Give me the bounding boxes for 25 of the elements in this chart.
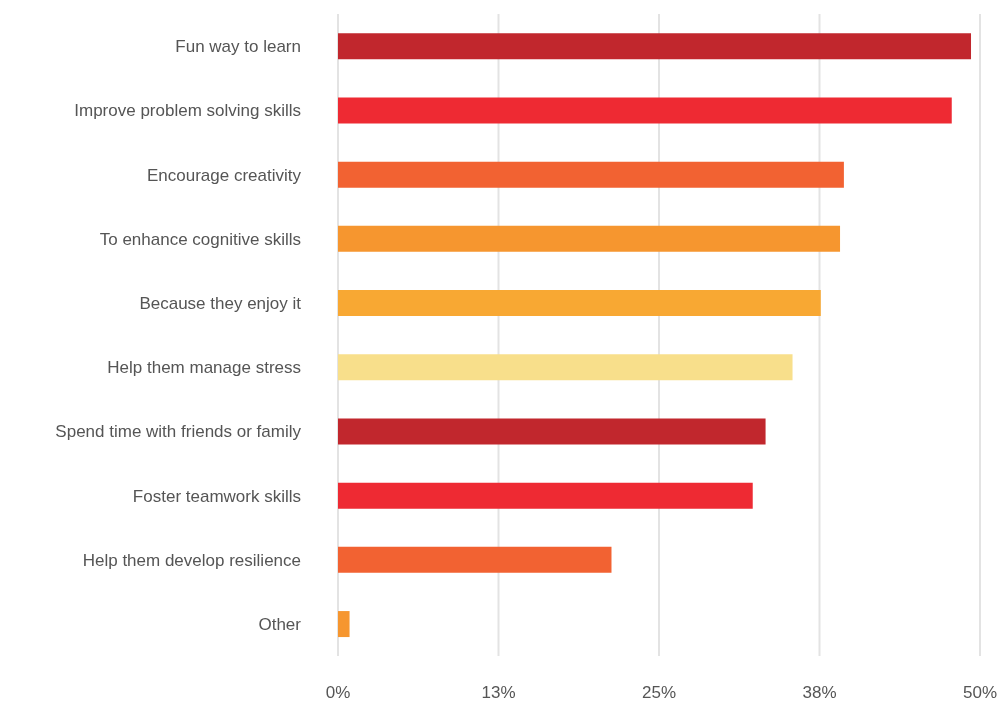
y-tick-label: Fun way to learn <box>175 37 301 57</box>
x-tick-label: 13% <box>481 683 516 703</box>
bar <box>338 290 821 317</box>
bar <box>338 482 753 509</box>
y-tick-label: Other <box>258 614 302 634</box>
bar <box>338 354 793 381</box>
x-tick-label: 0% <box>325 683 351 703</box>
bar <box>338 97 952 124</box>
y-tick-label: Spend time with friends or family <box>55 422 302 442</box>
y-tick-label: Foster teamwork skills <box>132 486 301 506</box>
y-tick-label: Improve problem solving skills <box>74 101 301 121</box>
bar <box>338 418 766 445</box>
y-tick-label: Encourage creativity <box>146 165 302 185</box>
bar <box>338 225 841 252</box>
y-tick-label: To enhance cognitive skills <box>99 229 301 249</box>
x-tick-label: 50% <box>962 683 998 703</box>
bar <box>338 611 350 638</box>
bar <box>338 546 612 573</box>
y-tick-label: Help them manage stress <box>107 358 301 378</box>
bar <box>338 33 972 60</box>
x-tick-label: 25% <box>641 683 677 703</box>
y-tick-label: Because they enjoy it <box>139 293 302 313</box>
bar <box>338 161 844 188</box>
y-tick-label: Help them develop resilience <box>82 550 301 570</box>
x-tick-label: 38% <box>802 683 837 703</box>
